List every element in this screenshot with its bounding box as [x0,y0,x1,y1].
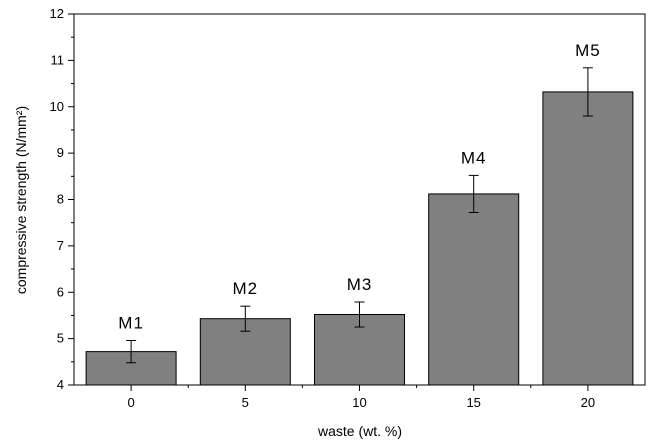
x-tick-label: 15 [466,395,480,410]
x-tick-label: 5 [242,395,249,410]
x-tick-label: 0 [127,395,134,410]
bar-label: M1 [118,313,144,332]
y-tick-label: 11 [51,52,65,67]
y-axis: 4 5 6 7 8 9 10 11 12 [50,6,74,392]
x-axis: 0 5 10 15 20 [127,385,595,410]
bar-label: M4 [461,148,487,167]
y-tick-label: 8 [57,192,64,207]
bar-label: M5 [575,41,601,60]
y-tick-label: 9 [57,145,64,160]
y-tick-label: 6 [57,284,64,299]
bar [428,193,520,386]
y-tick-label: 10 [50,99,64,114]
y-tick-label: 7 [57,238,64,253]
bar [199,318,291,386]
x-tick-label: 20 [581,395,595,410]
x-tick-label: 10 [352,395,366,410]
y-tick-label: 4 [57,377,64,392]
x-axis-label: waste (wt. %) [317,423,402,439]
y-axis-label: compressive strength (N/mm²) [13,106,29,294]
bar-label: M2 [232,279,258,298]
y-tick-label: 5 [57,331,64,346]
bar [542,91,634,386]
bar-label: M3 [347,275,373,294]
y-tick-label: 12 [50,6,64,21]
bars: M1 M2 M3 M4 M5 [85,41,634,386]
